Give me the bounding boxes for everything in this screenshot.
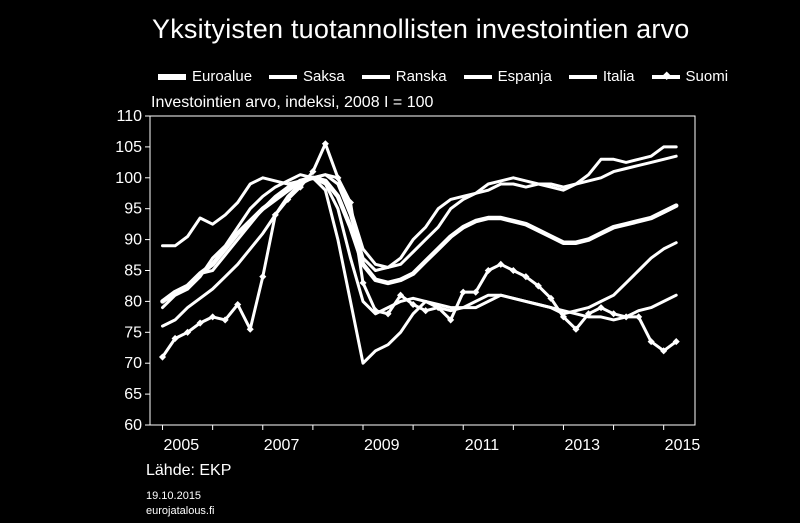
legend-item-suomi: Suomi — [651, 68, 729, 85]
legend-label-euroalue: Euroalue — [192, 68, 253, 85]
legend-label-ranska: Ranska — [395, 68, 447, 85]
chart-title: Yksityisten tuotannollisten investointie… — [152, 14, 690, 44]
legend-item-euroalue: Euroalue — [158, 68, 252, 85]
series-suomi — [158, 140, 680, 361]
x-tick-label: 2007 — [264, 437, 300, 454]
y-tick-label: 95 — [124, 201, 142, 218]
y-tick-label: 110 — [116, 108, 142, 125]
x-tick-label: 2015 — [665, 437, 701, 454]
legend-label-suomi: Suomi — [685, 68, 729, 85]
data-point-suomi — [572, 325, 580, 333]
data-point-suomi — [397, 291, 405, 299]
data-point-suomi — [409, 300, 417, 309]
x-tick-label: 2005 — [164, 437, 200, 454]
series-italia — [161, 176, 678, 322]
legend-swatch-italia — [568, 74, 597, 79]
y-tick-label: 75 — [124, 324, 142, 341]
data-point-suomi — [434, 304, 442, 312]
x-tick-label: 2013 — [564, 437, 600, 454]
legend-label-espanja: Espanja — [497, 68, 552, 85]
site-name: eurojatalous.fi — [146, 505, 215, 517]
legend-label-saksa: Saksa — [303, 68, 345, 85]
series-line-italia — [161, 176, 678, 322]
y-tick-label: 100 — [115, 170, 142, 187]
series-line-euroalue — [160, 175, 679, 304]
x-tick-label: 2011 — [465, 437, 500, 454]
data-point-suomi — [447, 316, 455, 324]
data-point-suomi — [509, 266, 517, 275]
legend-swatch-saksa — [269, 74, 298, 79]
legend-item-saksa: Saksa — [269, 68, 345, 85]
legend-item-italia: Italia — [568, 68, 635, 85]
data-point-suomi — [259, 273, 267, 281]
x-tick-label: 2009 — [364, 437, 400, 454]
data-point-suomi — [284, 195, 292, 203]
data-point-suomi — [635, 313, 643, 321]
data-point-suomi — [221, 316, 229, 324]
data-point-suomi — [296, 183, 304, 191]
data-point-suomi — [234, 300, 242, 309]
series-saksa — [161, 154, 678, 310]
source-note: Lähde: EKP — [146, 462, 232, 479]
data-point-suomi — [334, 174, 342, 182]
chart-legend: Euroalue Saksa Ranska Espanja Italia Suo… — [158, 68, 745, 85]
legend-item-ranska: Ranska — [361, 68, 447, 85]
y-tick-label: 90 — [124, 232, 142, 249]
series-ranska — [161, 145, 678, 269]
data-point-suomi — [522, 273, 530, 281]
y-tick-label: 85 — [124, 263, 142, 280]
data-point-suomi — [246, 325, 254, 333]
y-axis: 60 65 70 75 80 85 90 95 100 105 110 — [115, 108, 150, 434]
data-point-suomi — [660, 347, 668, 355]
legend-swatch-euroalue — [158, 73, 186, 80]
legend-swatch-espanja — [463, 74, 492, 79]
data-point-suomi — [497, 260, 505, 268]
series-line-ranska — [161, 145, 678, 269]
data-point-suomi — [346, 198, 354, 207]
legend-label-italia: Italia — [602, 68, 635, 85]
data-point-suomi — [472, 288, 480, 296]
y-tick-label: 60 — [124, 417, 142, 434]
y-tick-label: 70 — [124, 355, 142, 372]
legend-swatch-suomi — [651, 74, 680, 79]
y-tick-label: 80 — [124, 293, 142, 310]
series-line-suomi — [161, 142, 678, 359]
data-point-suomi — [422, 307, 430, 315]
x-axis: 2005 2007 2009 2011 2013 2015 — [162, 425, 701, 454]
data-point-suomi — [158, 353, 167, 361]
data-point-suomi — [171, 334, 179, 342]
y-tick-label: 65 — [124, 386, 142, 403]
series-euroalue — [160, 175, 679, 304]
legend-swatch-ranska — [361, 74, 390, 79]
publish-date: 19.10.2015 — [146, 490, 202, 502]
series-line-saksa — [161, 154, 678, 310]
y-axis-unit-label: Investointien arvo, indeksi, 2008 I = 10… — [151, 94, 434, 111]
y-tick-label: 105 — [115, 139, 142, 156]
data-point-suomi — [459, 288, 467, 296]
data-point-suomi — [384, 310, 392, 318]
data-point-suomi — [534, 282, 542, 290]
data-point-suomi — [321, 140, 329, 148]
data-point-suomi — [196, 319, 204, 327]
series-layer — [158, 140, 680, 365]
legend-item-espanja: Espanja — [463, 68, 552, 85]
